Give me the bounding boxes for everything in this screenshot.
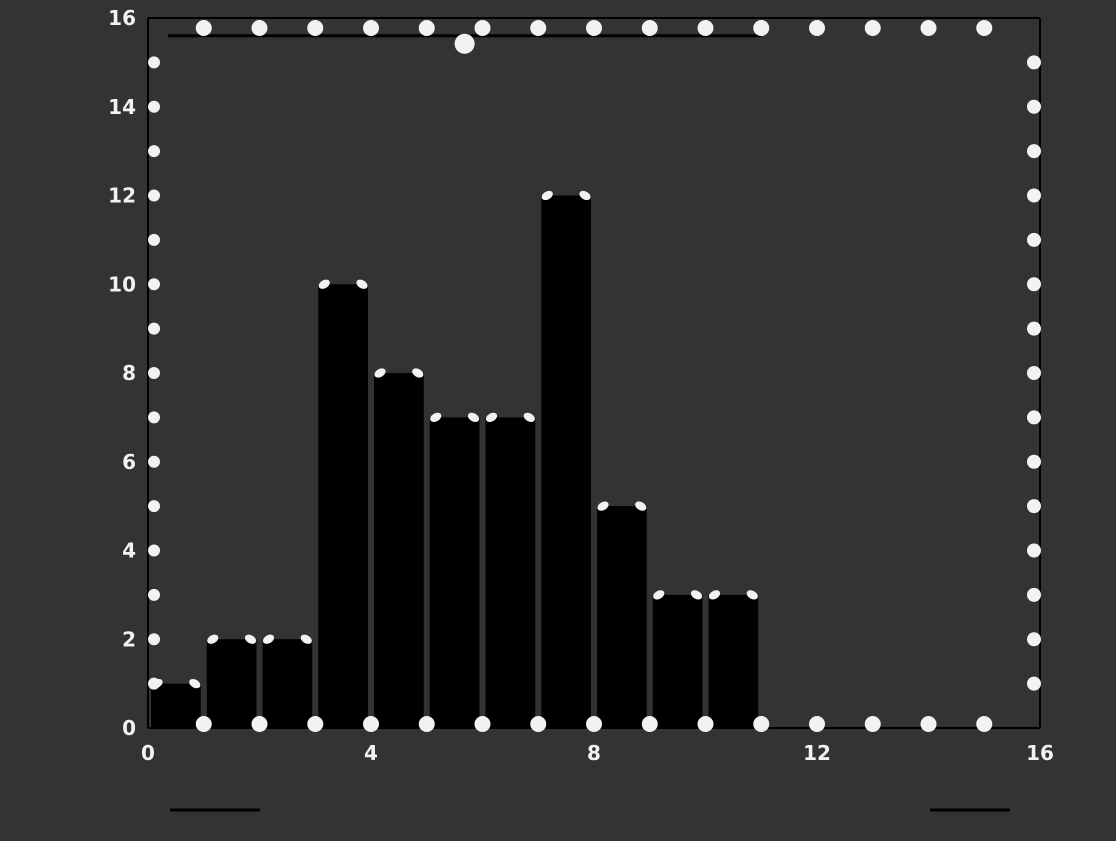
y-left-tick-marker xyxy=(148,500,160,512)
y-right-tick-marker xyxy=(1027,499,1041,513)
x-tick-label: 4 xyxy=(364,741,378,765)
y-left-tick-marker xyxy=(148,589,160,601)
x-bottom-tick-marker xyxy=(753,716,769,732)
histogram-bar xyxy=(374,373,424,728)
x-top-tick-marker xyxy=(865,20,881,36)
bracket-marker xyxy=(455,34,475,54)
y-right-tick-marker xyxy=(1027,277,1041,291)
x-top-tick-marker xyxy=(419,20,435,36)
x-bottom-tick-marker xyxy=(809,716,825,732)
x-top-tick-marker xyxy=(698,20,714,36)
y-left-tick-marker xyxy=(148,278,160,290)
x-top-tick-marker xyxy=(530,20,546,36)
y-left-tick-marker xyxy=(148,411,160,423)
y-left-tick-marker xyxy=(148,101,160,113)
histogram-bar xyxy=(486,417,536,728)
histogram-bar xyxy=(318,284,368,728)
x-top-tick-marker xyxy=(196,20,212,36)
x-bottom-tick-marker xyxy=(475,716,491,732)
y-tick-label: 14 xyxy=(108,95,136,119)
x-top-tick-marker xyxy=(252,20,268,36)
y-tick-label: 4 xyxy=(122,539,136,563)
y-right-tick-marker xyxy=(1027,677,1041,691)
y-right-tick-marker xyxy=(1027,322,1041,336)
y-right-tick-marker xyxy=(1027,189,1041,203)
x-bottom-tick-marker xyxy=(865,716,881,732)
y-left-tick-marker xyxy=(148,190,160,202)
y-left-tick-marker xyxy=(148,456,160,468)
y-right-tick-marker xyxy=(1027,588,1041,602)
histogram-bar xyxy=(653,595,703,728)
x-bottom-tick-marker xyxy=(419,716,435,732)
y-left-tick-marker xyxy=(148,234,160,246)
histogram-bar xyxy=(263,639,313,728)
x-tick-label: 12 xyxy=(803,741,831,765)
x-top-tick-marker xyxy=(753,20,769,36)
histogram-bar xyxy=(597,506,647,728)
y-tick-label: 2 xyxy=(122,627,136,651)
y-left-tick-marker xyxy=(148,367,160,379)
x-bottom-tick-marker xyxy=(586,716,602,732)
x-bottom-tick-marker xyxy=(921,716,937,732)
y-right-tick-marker xyxy=(1027,144,1041,158)
y-left-tick-marker xyxy=(148,56,160,68)
histogram-bar xyxy=(207,639,257,728)
y-tick-label: 0 xyxy=(122,716,136,740)
histogram-bar xyxy=(151,684,201,728)
x-top-tick-marker xyxy=(307,20,323,36)
x-bottom-tick-marker xyxy=(252,716,268,732)
x-bottom-tick-marker xyxy=(363,716,379,732)
y-right-tick-marker xyxy=(1027,233,1041,247)
x-top-tick-marker xyxy=(921,20,937,36)
x-tick-label: 0 xyxy=(141,741,155,765)
y-left-tick-marker xyxy=(148,145,160,157)
x-top-tick-marker xyxy=(809,20,825,36)
bars-group xyxy=(150,189,760,728)
histogram-bar xyxy=(541,196,591,729)
y-left-tick-marker xyxy=(148,678,160,690)
y-right-tick-marker xyxy=(1027,410,1041,424)
x-bottom-tick-marker xyxy=(642,716,658,732)
y-right-tick-marker xyxy=(1027,55,1041,69)
y-tick-label: 16 xyxy=(108,6,136,30)
x-top-tick-marker xyxy=(363,20,379,36)
x-tick-label: 16 xyxy=(1026,741,1054,765)
x-bottom-tick-marker xyxy=(976,716,992,732)
x-tick-label: 8 xyxy=(587,741,601,765)
x-bottom-tick-marker xyxy=(698,716,714,732)
histogram-bar xyxy=(709,595,759,728)
y-right-tick-marker xyxy=(1027,100,1041,114)
x-bottom-tick-marker xyxy=(196,716,212,732)
x-top-tick-marker xyxy=(475,20,491,36)
y-right-tick-marker xyxy=(1027,632,1041,646)
y-right-tick-marker xyxy=(1027,544,1041,558)
histogram-bar xyxy=(430,417,480,728)
x-bottom-tick-marker xyxy=(530,716,546,732)
y-left-tick-marker xyxy=(148,545,160,557)
x-top-tick-marker xyxy=(976,20,992,36)
y-right-tick-marker xyxy=(1027,366,1041,380)
y-left-tick-marker xyxy=(148,633,160,645)
x-top-tick-marker xyxy=(586,20,602,36)
y-tick-label: 8 xyxy=(122,361,136,385)
x-top-tick-marker xyxy=(642,20,658,36)
y-tick-label: 6 xyxy=(122,450,136,474)
x-bottom-tick-marker xyxy=(307,716,323,732)
y-tick-label: 10 xyxy=(108,272,136,296)
y-tick-label: 12 xyxy=(108,184,136,208)
y-left-tick-marker xyxy=(148,323,160,335)
y-right-tick-marker xyxy=(1027,455,1041,469)
